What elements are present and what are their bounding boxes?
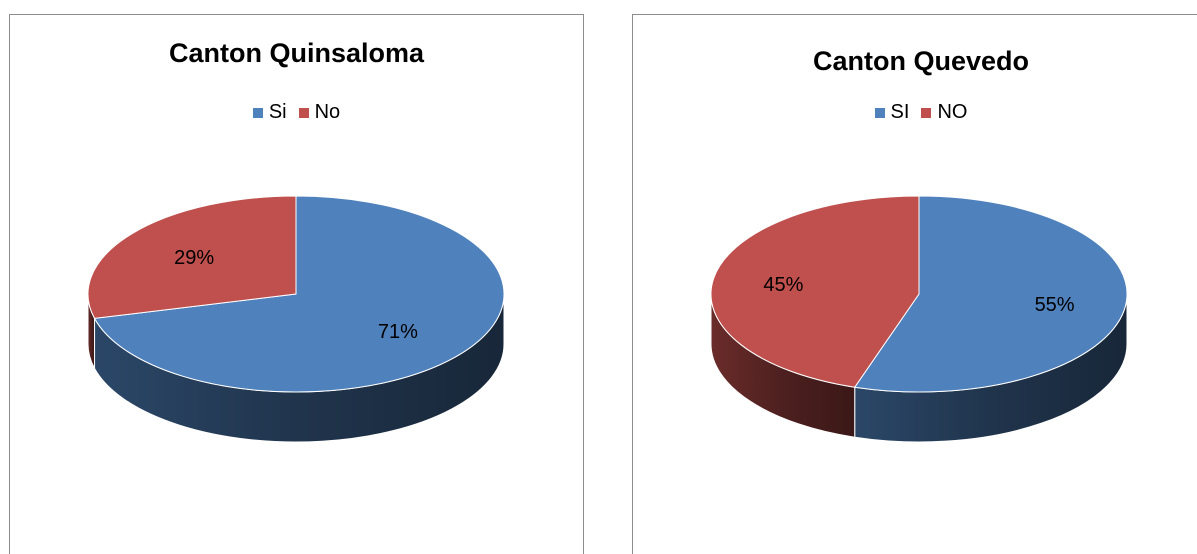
slice-no — [87, 195, 297, 319]
pie-chart: 55% 45% — [710, 195, 1128, 443]
slice-si — [853, 195, 1128, 393]
legend-swatch-si — [874, 107, 885, 118]
chart-panel-quevedo: Canton Quevedo SI NO 55% 45% — [632, 14, 1197, 554]
chart-legend: SI NO — [633, 101, 1197, 124]
legend-item-no: No — [298, 101, 341, 124]
legend-label-si: SI — [890, 101, 910, 123]
pie-chart: 71% 29% — [87, 195, 505, 443]
legend-swatch-no — [298, 107, 309, 118]
data-label-no: 45% — [763, 274, 803, 296]
legend-swatch-no — [921, 107, 932, 118]
legend-label-no: NO — [937, 101, 968, 123]
legend-swatch-si — [252, 107, 263, 118]
legend-item-si: Si — [252, 101, 287, 124]
chart-title: Canton Quevedo — [812, 46, 1029, 76]
data-label-si: 55% — [1035, 294, 1075, 316]
slice-no — [710, 195, 920, 388]
legend-label-no: No — [314, 101, 341, 123]
data-label-si: 71% — [378, 321, 418, 343]
legend-item-si: SI — [874, 101, 910, 124]
legend-label-si: Si — [268, 101, 287, 123]
slice-si — [93, 195, 505, 393]
chart-legend: Si No — [10, 101, 583, 124]
legend-item-no: NO — [921, 101, 967, 124]
chart-panel-quinsaloma: Canton Quinsaloma Si No 71% 29% — [9, 14, 584, 554]
data-label-no: 29% — [174, 247, 214, 269]
chart-title: Canton Quinsaloma — [168, 38, 425, 68]
